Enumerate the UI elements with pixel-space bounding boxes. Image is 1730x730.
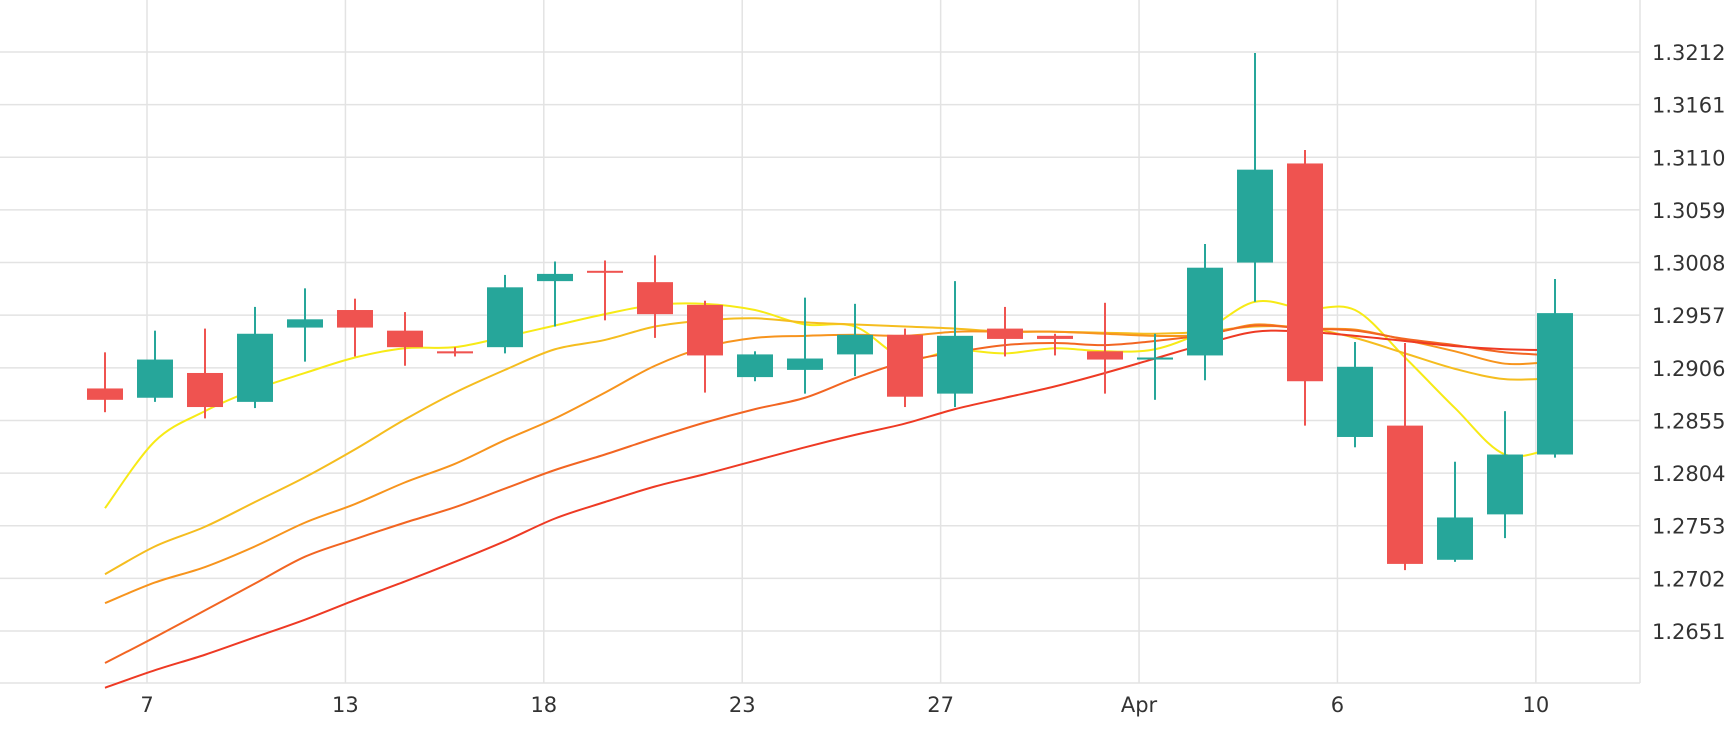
candle <box>687 300 723 393</box>
candle-body <box>1187 267 1223 356</box>
candle-body <box>1437 517 1473 560</box>
y-axis-tick-labels: 1.3212 1.3161 1.3110 1.3059 1.3008 1.2957 1.29… <box>1652 41 1725 644</box>
candle <box>137 330 173 402</box>
candle <box>887 328 923 408</box>
candle-body <box>437 351 473 354</box>
candle-body <box>887 334 923 397</box>
candle-body <box>637 282 673 315</box>
candle <box>587 260 623 321</box>
x-tick-label: 10 <box>1522 693 1549 717</box>
y-tick-label: 1.2957 <box>1652 304 1725 328</box>
candle-body <box>687 304 723 356</box>
candle-body <box>587 270 623 273</box>
candle-body <box>87 388 123 400</box>
x-tick-label: 27 <box>927 693 954 717</box>
candle-body <box>1037 335 1073 339</box>
candle <box>737 351 773 382</box>
candle <box>1337 342 1373 448</box>
x-tick-label: 23 <box>729 693 756 717</box>
candle <box>187 328 223 419</box>
candle-body <box>1337 366 1373 437</box>
x-tick-label: 7 <box>140 693 153 717</box>
candle <box>87 352 123 413</box>
y-tick-label: 1.3212 <box>1652 41 1725 65</box>
x-tick-label: Apr <box>1121 693 1158 717</box>
candle <box>937 281 973 408</box>
y-tick-label: 1.2651 <box>1652 620 1725 644</box>
candle <box>1287 150 1323 426</box>
candle-body <box>1487 454 1523 515</box>
candle-body <box>237 333 273 402</box>
x-axis-tick-labels: 7 13 18 23 27 Apr 6 10 <box>140 693 1549 717</box>
candle-body <box>1287 163 1323 382</box>
y-tick-label: 1.2753 <box>1652 515 1725 539</box>
candle <box>337 298 373 357</box>
y-tick-label: 1.3008 <box>1652 252 1725 276</box>
candle-body <box>737 354 773 378</box>
candle <box>487 274 523 354</box>
candle <box>537 261 573 327</box>
y-tick-label: 1.2855 <box>1652 409 1725 433</box>
candle <box>387 312 423 366</box>
x-tick-label: 18 <box>530 693 557 717</box>
candle-body <box>337 310 373 328</box>
candle-body <box>1387 425 1423 564</box>
y-tick-label: 1.3110 <box>1652 146 1725 170</box>
x-tick-label: 6 <box>1331 693 1344 717</box>
candle <box>1037 333 1073 356</box>
candle-body <box>387 330 423 348</box>
candle-body <box>187 372 223 408</box>
candle-body <box>1537 313 1573 455</box>
candle-body <box>1237 169 1273 263</box>
candles <box>87 53 1573 571</box>
candle <box>1537 279 1573 458</box>
candle-body <box>987 328 1023 339</box>
candle-body <box>487 287 523 348</box>
y-tick-label: 1.3161 <box>1652 94 1725 118</box>
candle <box>787 297 823 394</box>
candle-body <box>1137 357 1173 360</box>
candle-body <box>1087 351 1123 360</box>
candle <box>1137 333 1173 400</box>
y-tick-label: 1.2804 <box>1652 462 1725 486</box>
y-tick-label: 1.2702 <box>1652 567 1725 591</box>
y-tick-label: 1.3059 <box>1652 199 1725 223</box>
candle-body <box>137 359 173 398</box>
candle <box>1387 343 1423 571</box>
y-tick-label: 1.2906 <box>1652 357 1725 381</box>
candle <box>1237 53 1273 302</box>
candle <box>1087 302 1123 394</box>
candle <box>1187 243 1223 381</box>
candle-body <box>537 273 573 282</box>
candle <box>287 288 323 362</box>
candle <box>987 306 1023 357</box>
candle-body <box>937 335 973 394</box>
candle <box>637 255 673 338</box>
candle-body <box>287 319 323 328</box>
candle <box>437 347 473 357</box>
candle <box>837 303 873 377</box>
candle-body <box>787 358 823 370</box>
candle <box>1487 411 1523 539</box>
x-tick-label: 13 <box>332 693 359 717</box>
candle <box>237 306 273 409</box>
candle-body <box>837 334 873 355</box>
candle <box>1437 461 1473 562</box>
